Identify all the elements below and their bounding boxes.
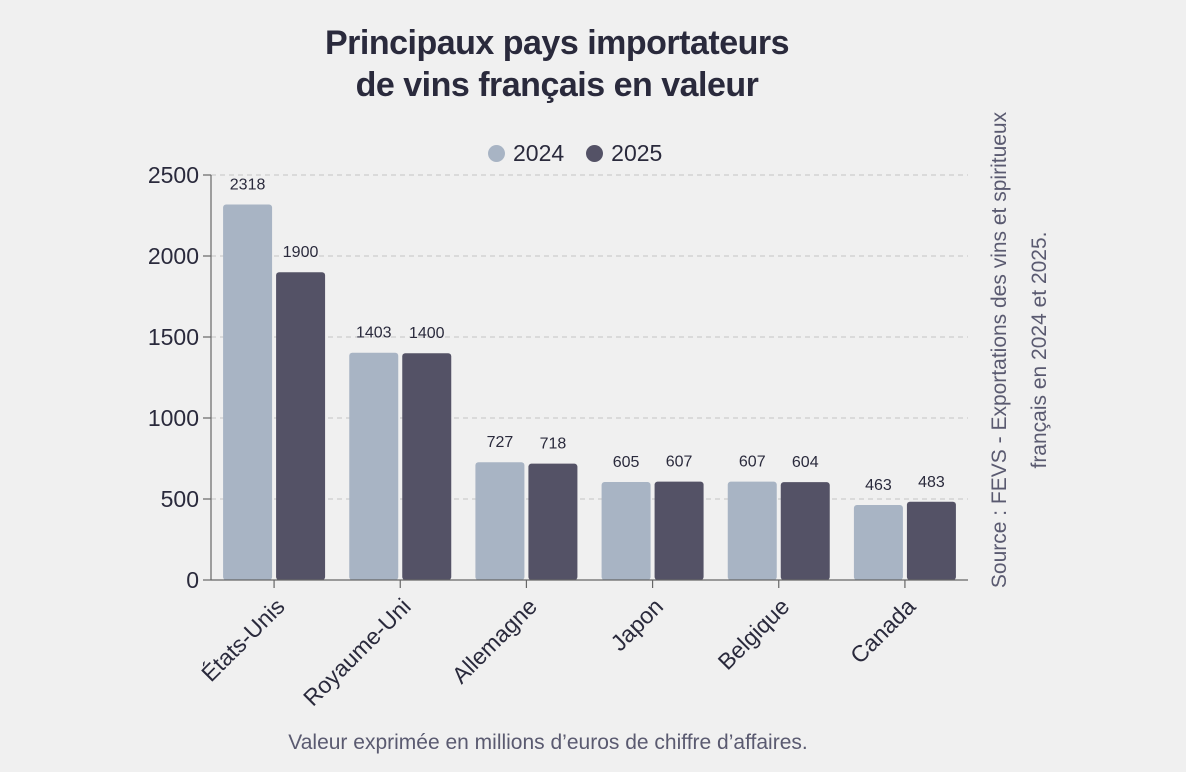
y-tick-label: 0 <box>186 567 199 593</box>
source-line-1: Source : FEVS - Exportations des vins et… <box>988 111 1011 589</box>
data-label: 607 <box>739 454 766 471</box>
legend-swatch-2025 <box>586 144 604 162</box>
source-note: Source : FEVS - Exportations des vins et… <box>980 40 1060 660</box>
x-tick-label: Canada <box>845 593 921 669</box>
chart-title-line-1: Principaux pays importateurs <box>324 24 790 62</box>
bar <box>780 482 830 580</box>
data-label: 605 <box>613 454 640 471</box>
y-tick-label: 2500 <box>148 162 199 188</box>
data-label: 1900 <box>283 244 319 261</box>
bar <box>601 481 651 580</box>
x-tick-label: Royaume-Uni <box>298 593 416 711</box>
x-tick-label: Belgique <box>713 593 795 675</box>
data-label: 604 <box>792 454 819 471</box>
chart-title: Principaux pays importateurs de vins fra… <box>232 22 882 106</box>
bar <box>906 501 956 580</box>
legend: 2024 2025 <box>488 139 662 167</box>
x-tick-label: États-Unis <box>196 593 289 686</box>
footnote: Valeur exprimée en millions d’euros de c… <box>288 731 808 754</box>
data-label: 718 <box>540 436 567 453</box>
data-label: 1403 <box>356 325 392 342</box>
chart-title-line-2: de vins français en valeur <box>355 66 759 104</box>
data-label: 727 <box>487 434 514 451</box>
data-label: 463 <box>865 477 892 494</box>
bar <box>853 504 903 580</box>
bar <box>528 463 578 580</box>
data-label: 1400 <box>409 325 445 342</box>
legend-label-2025: 2025 <box>611 139 663 166</box>
x-tick-label: Japon <box>605 593 668 656</box>
data-label: 2318 <box>230 176 266 193</box>
bar <box>276 272 326 580</box>
legend-item-2025: 2025 <box>586 140 662 167</box>
y-tick-label: 2000 <box>148 243 199 269</box>
bar <box>654 481 704 580</box>
legend-label-2024: 2024 <box>513 139 565 166</box>
y-tick-label: 1000 <box>148 405 199 431</box>
bar <box>402 353 452 580</box>
bar <box>727 481 777 580</box>
bar <box>475 462 525 580</box>
y-tick-label: 1500 <box>148 324 199 350</box>
data-label: 483 <box>918 474 945 491</box>
legend-swatch-2024 <box>488 144 505 162</box>
source-line-2: français en 2024 et 2025. <box>1028 231 1051 469</box>
x-tick-label: Allemagne <box>447 593 542 688</box>
legend-item-2024: 2024 <box>488 140 564 167</box>
y-tick-label: 500 <box>161 486 199 512</box>
bar <box>349 352 399 580</box>
bar <box>223 204 273 580</box>
data-label: 607 <box>666 454 693 471</box>
